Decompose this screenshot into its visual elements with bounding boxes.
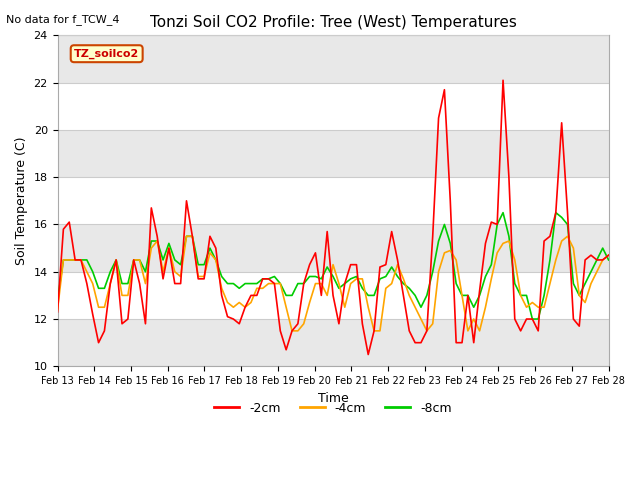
-2cm xyxy=(154,233,161,239)
-4cm xyxy=(452,257,460,263)
-8cm xyxy=(54,297,61,303)
Bar xyxy=(58,36,609,83)
-2cm xyxy=(447,198,454,204)
-4cm xyxy=(476,328,483,334)
-2cm xyxy=(364,352,372,358)
Bar xyxy=(58,130,609,177)
Text: TZ_soilco2: TZ_soilco2 xyxy=(74,48,140,59)
-8cm xyxy=(77,257,85,263)
Text: No data for f_TCW_4: No data for f_TCW_4 xyxy=(6,14,120,25)
-2cm xyxy=(605,252,612,258)
-8cm xyxy=(458,292,466,298)
-8cm xyxy=(605,257,612,263)
-2cm xyxy=(54,309,61,315)
Title: Tonzi Soil CO2 Profile: Tree (West) Temperatures: Tonzi Soil CO2 Profile: Tree (West) Temp… xyxy=(150,15,516,30)
Line: -4cm: -4cm xyxy=(58,236,609,331)
Line: -2cm: -2cm xyxy=(58,80,609,355)
-2cm xyxy=(77,257,85,263)
Line: -8cm: -8cm xyxy=(58,213,609,319)
Y-axis label: Soil Temperature (C): Soil Temperature (C) xyxy=(15,137,28,265)
-2cm xyxy=(435,115,442,121)
-4cm xyxy=(470,316,477,322)
-8cm xyxy=(154,238,161,244)
X-axis label: Time: Time xyxy=(317,392,348,405)
Bar xyxy=(58,225,609,272)
-8cm xyxy=(429,269,436,275)
Bar xyxy=(58,319,609,366)
-2cm xyxy=(464,292,472,298)
-4cm xyxy=(77,257,85,263)
Legend: -2cm, -4cm, -8cm: -2cm, -4cm, -8cm xyxy=(209,396,456,420)
-8cm xyxy=(440,222,448,228)
-4cm xyxy=(605,252,612,258)
-2cm xyxy=(499,77,507,83)
-4cm xyxy=(154,238,161,244)
-4cm xyxy=(440,250,448,256)
-4cm xyxy=(54,307,61,312)
-8cm xyxy=(464,292,472,298)
-8cm xyxy=(529,316,536,322)
-2cm xyxy=(470,340,477,346)
-8cm xyxy=(499,210,507,216)
-4cm xyxy=(288,328,296,334)
-4cm xyxy=(182,233,190,239)
